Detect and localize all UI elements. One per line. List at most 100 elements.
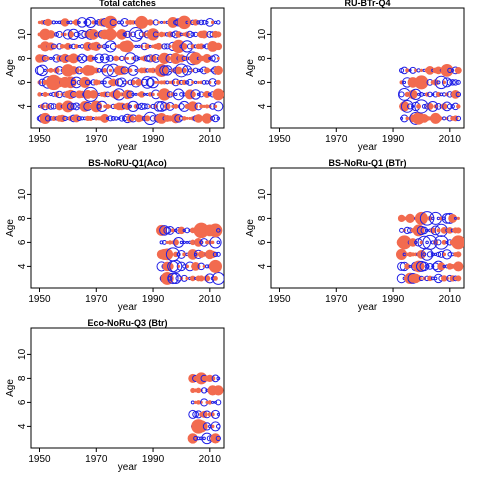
positive-residual-bubble [216, 264, 221, 269]
positive-residual-bubble [185, 276, 189, 281]
y-axis-label: Age [5, 379, 16, 397]
negative-residual-bubble [106, 116, 110, 120]
x-tick-label: 1970 [325, 134, 348, 145]
negative-residual-bubble [216, 116, 221, 121]
positive-residual-bubble [405, 116, 410, 121]
plot-frame [270, 7, 465, 129]
positive-residual-bubble [199, 104, 204, 109]
positive-residual-bubble [138, 91, 145, 98]
positive-residual-bubble [102, 68, 108, 73]
negative-residual-bubble [421, 104, 427, 109]
positive-residual-bubble [436, 228, 441, 233]
y-tick-label: 10 [17, 348, 28, 360]
positive-residual-bubble [414, 211, 428, 225]
negative-residual-bubble [416, 68, 421, 73]
positive-residual-bubble [67, 31, 75, 38]
negative-residual-bubble [143, 92, 147, 96]
x-axis-label: year [358, 302, 378, 313]
positive-residual-bubble [207, 400, 213, 405]
positive-residual-bubble [126, 114, 135, 123]
negative-residual-bubble [216, 412, 220, 416]
positive-residual-bubble [55, 102, 64, 111]
positive-residual-bubble [196, 80, 201, 84]
positive-residual-bubble [419, 68, 424, 73]
negative-residual-bubble [199, 240, 204, 245]
negative-residual-bubble [420, 226, 429, 235]
y-tick-label: 10 [17, 188, 28, 200]
negative-residual-bubble [126, 90, 135, 99]
positive-residual-bubble [213, 65, 223, 76]
positive-residual-bubble [170, 113, 181, 124]
positive-residual-bubble [202, 264, 206, 268]
x-tick-label: 1990 [142, 294, 165, 305]
negative-residual-bubble [136, 103, 142, 110]
x-tick-label: 1990 [142, 134, 165, 145]
negative-residual-bubble [442, 216, 447, 221]
x-axis-label: year [118, 462, 138, 473]
negative-residual-bubble [204, 80, 210, 85]
negative-residual-bubble [68, 20, 73, 25]
positive-residual-bubble [451, 235, 464, 250]
negative-residual-bubble [211, 374, 220, 383]
positive-residual-bubble [37, 92, 42, 97]
negative-residual-bubble [435, 251, 442, 258]
negative-residual-bubble [161, 43, 168, 50]
negative-residual-bubble [190, 400, 195, 405]
negative-residual-bubble [213, 400, 218, 404]
negative-residual-bubble [424, 263, 430, 269]
positive-residual-bubble [435, 91, 442, 97]
negative-residual-bubble [215, 424, 221, 429]
negative-residual-bubble [200, 387, 208, 394]
negative-residual-bubble [119, 20, 125, 25]
negative-residual-bubble [215, 251, 221, 257]
negative-residual-bubble [449, 79, 456, 86]
negative-residual-bubble [422, 252, 427, 257]
positive-residual-bubble [181, 43, 188, 50]
x-tick-label: 1950 [28, 454, 51, 465]
negative-residual-bubble [455, 115, 462, 122]
positive-residual-bubble [442, 252, 447, 257]
negative-residual-bubble [131, 92, 135, 97]
negative-residual-bubble [94, 56, 98, 60]
negative-residual-bubble [182, 228, 186, 233]
negative-residual-bubble [410, 88, 422, 101]
positive-residual-bubble [200, 410, 208, 418]
positive-residual-bubble [440, 64, 454, 77]
y-tick-label: 6 [17, 399, 28, 405]
positive-residual-bubble [125, 56, 130, 60]
positive-residual-bubble [455, 251, 462, 258]
positive-residual-bubble [410, 216, 416, 221]
positive-residual-bubble [442, 80, 447, 85]
negative-residual-bubble [76, 55, 82, 62]
positive-residual-bubble [108, 68, 113, 73]
negative-residual-bubble [66, 102, 75, 111]
positive-residual-bubble [160, 271, 174, 285]
positive-residual-bubble [419, 240, 424, 245]
x-tick-label: 2010 [439, 294, 462, 305]
bubble-layer [187, 372, 224, 445]
plot-frame [270, 167, 465, 289]
positive-residual-bubble [453, 261, 464, 272]
negative-residual-bubble [190, 89, 201, 100]
negative-residual-bubble [196, 92, 201, 97]
negative-residual-bubble [198, 19, 205, 26]
y-tick-label: 6 [17, 239, 28, 245]
negative-residual-bubble [215, 435, 221, 442]
positive-residual-bubble [154, 80, 158, 84]
negative-residual-bubble [207, 92, 212, 97]
positive-residual-bubble [454, 66, 462, 74]
positive-residual-bubble [210, 20, 215, 25]
x-tick-label: 1970 [325, 294, 348, 305]
bubble-layer [34, 15, 224, 126]
negative-residual-bubble [211, 400, 215, 404]
negative-residual-bubble [193, 80, 198, 85]
positive-residual-bubble [187, 101, 198, 112]
positive-residual-bubble [185, 116, 189, 120]
negative-residual-bubble [427, 91, 433, 98]
chart-title: Total catches [99, 0, 156, 8]
positive-residual-bubble [200, 422, 208, 431]
positive-residual-bubble [162, 20, 166, 24]
plot-frame [30, 7, 225, 129]
y-axis-label: Age [5, 219, 16, 237]
